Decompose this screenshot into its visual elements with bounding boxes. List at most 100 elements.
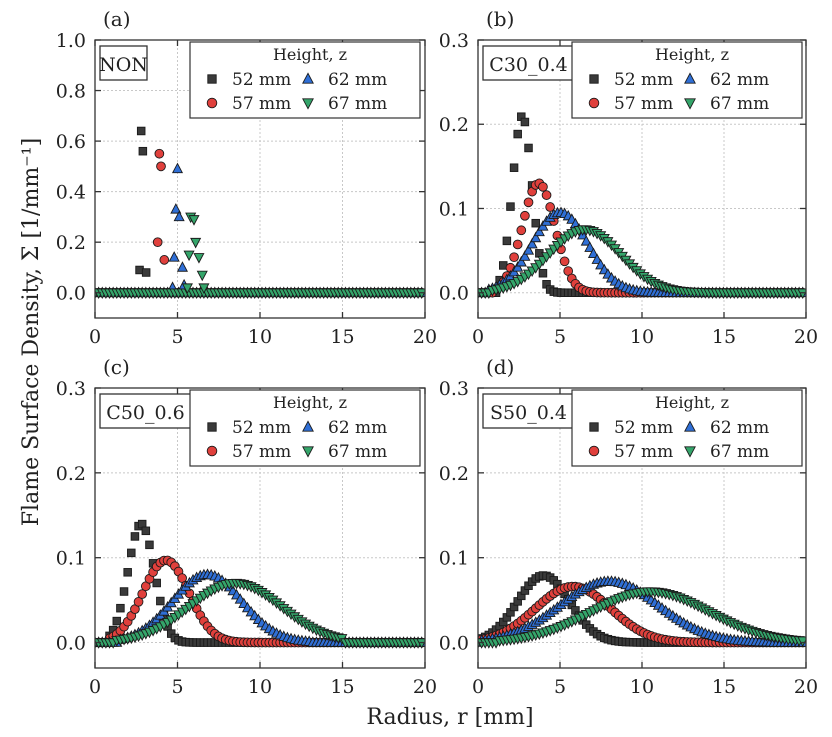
- panel-letter: (d): [486, 355, 514, 379]
- data-point: [190, 237, 202, 249]
- x-tick-label: 0: [89, 326, 101, 348]
- data-point: [127, 548, 136, 558]
- legend-label: 62 mm: [328, 418, 387, 438]
- x-tick-label: 5: [171, 676, 183, 698]
- x-tick-label: 10: [248, 676, 272, 698]
- data-point: [509, 163, 519, 172]
- panel-letter: (b): [486, 7, 514, 31]
- case-label-box: [482, 45, 575, 81]
- legend-label: 52 mm: [614, 70, 673, 90]
- data-point: [526, 237, 538, 249]
- data-point: [193, 253, 205, 264]
- x-tick-label: 15: [712, 676, 736, 698]
- panels: 0 5 10 15 200.00.20.40.60.81.0(a)NON Height, …: [56, 7, 818, 698]
- data-point: [584, 241, 596, 252]
- legend-label: 57 mm: [614, 94, 673, 114]
- y-tick-label: 0.2: [56, 463, 86, 485]
- panel-c: 0 5 10 15 20 0.0 0.1 0.2 0.3 (c) C50_0.6 Height, z 5…: [56, 355, 437, 698]
- panel-letter: (a): [103, 7, 131, 31]
- data-point: [168, 251, 180, 262]
- x-tick-label: 10: [630, 326, 654, 348]
- legend-label: 57 mm: [232, 442, 291, 462]
- legend-label: 52 mm: [232, 70, 291, 90]
- legend: Height, z 52 mm 57 mm 62 mm 67 mm: [189, 389, 421, 467]
- legend-label: 57 mm: [614, 442, 673, 462]
- legend-label: 67 mm: [710, 94, 769, 114]
- x-tick-label: 0: [472, 326, 484, 348]
- legend: Height, z 52 mm 57 mm 62 mm 67 mm: [571, 41, 803, 119]
- data-point: [538, 182, 548, 192]
- case-label: C50_0.6: [106, 402, 184, 424]
- legend-marker: [302, 98, 314, 110]
- legend-marker: [206, 445, 218, 457]
- y-tick-label: 0.1: [439, 548, 469, 570]
- legend-marker: [589, 422, 599, 432]
- case-label-box: [482, 393, 575, 429]
- data-point: [502, 236, 512, 246]
- legend-marker: [207, 422, 217, 432]
- panel-letter: (c): [103, 355, 130, 379]
- legend-title: Height, z: [273, 393, 347, 412]
- data-point: [159, 255, 170, 265]
- y-tick-label: 0.1: [439, 198, 469, 220]
- data-point: [530, 231, 542, 243]
- legend-marker: [207, 74, 217, 84]
- legend-marker: [206, 97, 218, 109]
- data-point: [112, 616, 122, 626]
- data-points: [478, 112, 806, 299]
- x-tick-label: 5: [554, 326, 566, 348]
- data-point: [152, 237, 163, 248]
- data-point: [171, 162, 184, 174]
- legend-marker: [684, 420, 696, 432]
- data-point: [173, 210, 185, 222]
- data-point: [119, 587, 129, 596]
- x-tick-label: 10: [248, 326, 272, 348]
- legend-marker: [589, 74, 599, 84]
- legend-marker: [588, 445, 600, 457]
- legend-marker: [588, 97, 600, 109]
- data-point: [183, 250, 195, 262]
- data-point: [512, 239, 523, 250]
- data-point: [170, 203, 182, 214]
- y-tick-label: 0.2: [56, 232, 86, 254]
- data-point: [797, 288, 806, 299]
- panel-b: 0 5 10 15 20 0.0 0.1 0.2 0.3 (b) C30_0.4 Height, z 5…: [439, 7, 818, 348]
- legend-title: Height, z: [655, 393, 729, 412]
- y-tick-label: 0.0: [56, 633, 86, 655]
- panel-a: 0 5 10 15 20 0.0 0.2 0.4 0.6 0.8 1.0 (a) NON Height, …: [56, 7, 437, 348]
- data-point: [156, 596, 165, 606]
- x-axis-title: Radius, r [mm]: [366, 705, 533, 730]
- data-point: [515, 255, 527, 267]
- data-point: [145, 540, 154, 550]
- legend-marker: [302, 420, 314, 432]
- data-point: [141, 526, 151, 536]
- data-point: [516, 225, 527, 236]
- data-point: [130, 532, 140, 541]
- legend-label: 67 mm: [328, 94, 387, 114]
- data-point: [559, 256, 570, 267]
- data-point: [181, 283, 193, 294]
- legend-marker: [684, 98, 696, 110]
- legend-marker: [302, 446, 314, 458]
- x-tick-label: 15: [330, 676, 354, 698]
- legend-label: 52 mm: [614, 418, 673, 438]
- data-point: [519, 250, 531, 261]
- legend-title: Height, z: [273, 45, 347, 64]
- data-point: [136, 126, 146, 136]
- data-point: [523, 197, 534, 208]
- data-point: [196, 270, 208, 282]
- y-tick-label: 0.4: [56, 182, 86, 204]
- data-point: [512, 261, 524, 272]
- y-tick-label: 0.0: [439, 633, 469, 655]
- data-point: [580, 235, 592, 246]
- data-points: [478, 571, 806, 649]
- legend-label: 62 mm: [328, 70, 387, 90]
- y-tick-label: 1.0: [56, 30, 86, 52]
- legend-marker: [684, 446, 696, 458]
- legend: Height, z 52 mm 57 mm 62 mm 67 mm: [571, 389, 803, 467]
- data-point: [154, 148, 165, 159]
- legend-label: 57 mm: [232, 94, 291, 114]
- data-point: [797, 636, 806, 648]
- data-point: [509, 252, 519, 263]
